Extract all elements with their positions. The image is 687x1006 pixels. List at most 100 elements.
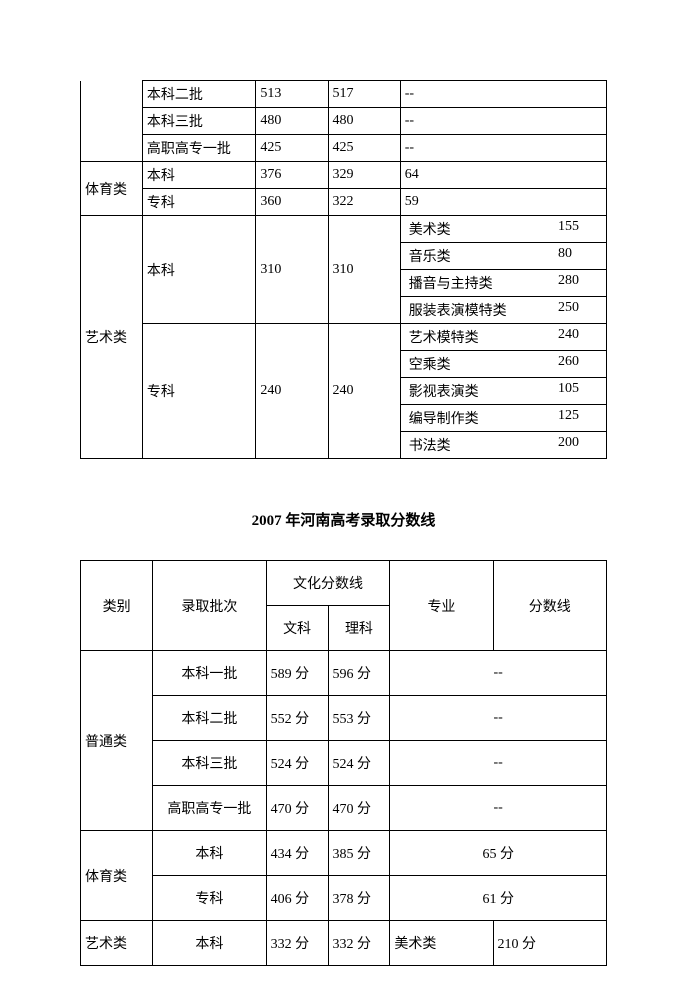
extra-cell: 影视表演类105 (400, 378, 606, 405)
batch-cell: 本科 (142, 162, 255, 189)
table-row: 本科三批524 分524 分-- (81, 741, 607, 786)
major-cell: -- (390, 696, 607, 741)
major-cell: 61 分 (390, 876, 607, 921)
score-table-2: 类别录取批次文化分数线专业分数线文科理科普通类本科一批589 分596 分--本… (80, 560, 607, 966)
wen-score-cell: 376 (256, 162, 328, 189)
sub-category-value: 125 (558, 408, 598, 428)
sub-category-value: 240 (558, 327, 598, 347)
wen-score-cell: 589 分 (266, 651, 328, 696)
li-score-cell: 517 (328, 81, 400, 108)
table-header-row: 类别录取批次文化分数线专业分数线 (81, 561, 607, 606)
wen-score-cell: 360 (256, 189, 328, 216)
extra-cell: 音乐类80 (400, 243, 606, 270)
wen-score-cell: 480 (256, 108, 328, 135)
header-batch: 录取批次 (153, 561, 266, 651)
wen-score-cell: 240 (256, 324, 328, 459)
li-score-cell: 322 (328, 189, 400, 216)
extra-cell: 美术类155 (400, 216, 606, 243)
sub-category-name: 艺术模特类 (409, 327, 558, 347)
sub-category-name: 播音与主持类 (409, 273, 558, 293)
score-table-1: 本科二批513517--本科三批480480--高职高专一批425425--体育… (80, 80, 607, 459)
li-score-cell: 470 分 (328, 786, 390, 831)
table-row: 本科二批552 分553 分-- (81, 696, 607, 741)
wen-score-cell: 406 分 (266, 876, 328, 921)
sub-category-name: 美术类 (409, 219, 558, 239)
sub-category-name: 空乘类 (409, 354, 558, 374)
extra-cell: 64 (400, 162, 606, 189)
batch-cell: 本科二批 (153, 696, 266, 741)
batch-cell: 本科 (153, 831, 266, 876)
batch-cell: 专科 (153, 876, 266, 921)
li-score-cell: 480 (328, 108, 400, 135)
section-title: 2007 年河南高考录取分数线 (80, 509, 607, 530)
sub-category-value: 260 (558, 354, 598, 374)
extra-cell: 艺术模特类240 (400, 324, 606, 351)
batch-cell: 高职高专一批 (153, 786, 266, 831)
table-row: 艺术类本科310310美术类155 (81, 216, 607, 243)
li-score-cell: 596 分 (328, 651, 390, 696)
li-score-cell: 310 (328, 216, 400, 324)
wen-score-cell: 332 分 (266, 921, 328, 966)
sub-category-name: 书法类 (409, 435, 558, 455)
table-row: 高职高专一批470 分470 分-- (81, 786, 607, 831)
table-row: 体育类本科37632964 (81, 162, 607, 189)
wen-score-cell: 513 (256, 81, 328, 108)
batch-cell: 专科 (142, 189, 255, 216)
li-score-cell: 378 分 (328, 876, 390, 921)
batch-cell: 专科 (142, 324, 255, 459)
extra-cell: -- (400, 108, 606, 135)
header-category: 类别 (81, 561, 153, 651)
batch-cell: 本科一批 (153, 651, 266, 696)
wen-score-cell: 434 分 (266, 831, 328, 876)
category-cell (81, 81, 143, 162)
extra-cell: 服装表演模特类250 (400, 297, 606, 324)
header-line: 分数线 (493, 561, 607, 651)
extra-cell: 编导制作类125 (400, 405, 606, 432)
category-cell: 艺术类 (81, 216, 143, 459)
li-score-cell: 385 分 (328, 831, 390, 876)
sub-category-name: 影视表演类 (409, 381, 558, 401)
table-row: 本科二批513517-- (81, 81, 607, 108)
major-cell: 美术类 (390, 921, 493, 966)
sub-category-name: 音乐类 (409, 246, 558, 266)
category-cell: 体育类 (81, 162, 143, 216)
extra-cell: -- (400, 135, 606, 162)
batch-cell: 本科三批 (153, 741, 266, 786)
extra-cell: -- (400, 81, 606, 108)
li-score-cell: 524 分 (328, 741, 390, 786)
extra-cell: 空乘类260 (400, 351, 606, 378)
sub-category-value: 105 (558, 381, 598, 401)
table-row: 高职高专一批425425-- (81, 135, 607, 162)
header-major: 专业 (390, 561, 493, 651)
sub-category-value: 200 (558, 435, 598, 455)
table-row: 本科三批480480-- (81, 108, 607, 135)
li-score-cell: 553 分 (328, 696, 390, 741)
li-score-cell: 240 (328, 324, 400, 459)
wen-score-cell: 470 分 (266, 786, 328, 831)
wen-score-cell: 425 (256, 135, 328, 162)
wen-score-cell: 524 分 (266, 741, 328, 786)
table-row: 艺术类本科332 分332 分美术类210 分 (81, 921, 607, 966)
wen-score-cell: 310 (256, 216, 328, 324)
sub-category-value: 250 (558, 300, 598, 320)
li-score-cell: 329 (328, 162, 400, 189)
table-row: 体育类本科434 分385 分65 分 (81, 831, 607, 876)
major-cell: 65 分 (390, 831, 607, 876)
sub-category-value: 280 (558, 273, 598, 293)
line-cell: 210 分 (493, 921, 607, 966)
li-score-cell: 425 (328, 135, 400, 162)
sub-category-value: 80 (558, 246, 598, 266)
category-cell: 普通类 (81, 651, 153, 831)
header-score-group: 文化分数线 (266, 561, 390, 606)
table-row: 专科406 分378 分61 分 (81, 876, 607, 921)
category-cell: 艺术类 (81, 921, 153, 966)
header-li: 理科 (328, 606, 390, 651)
sub-category-name: 服装表演模特类 (409, 300, 558, 320)
batch-cell: 本科 (142, 216, 255, 324)
wen-score-cell: 552 分 (266, 696, 328, 741)
major-cell: -- (390, 786, 607, 831)
header-wen: 文科 (266, 606, 328, 651)
major-cell: -- (390, 741, 607, 786)
batch-cell: 本科 (153, 921, 266, 966)
batch-cell: 本科二批 (142, 81, 255, 108)
